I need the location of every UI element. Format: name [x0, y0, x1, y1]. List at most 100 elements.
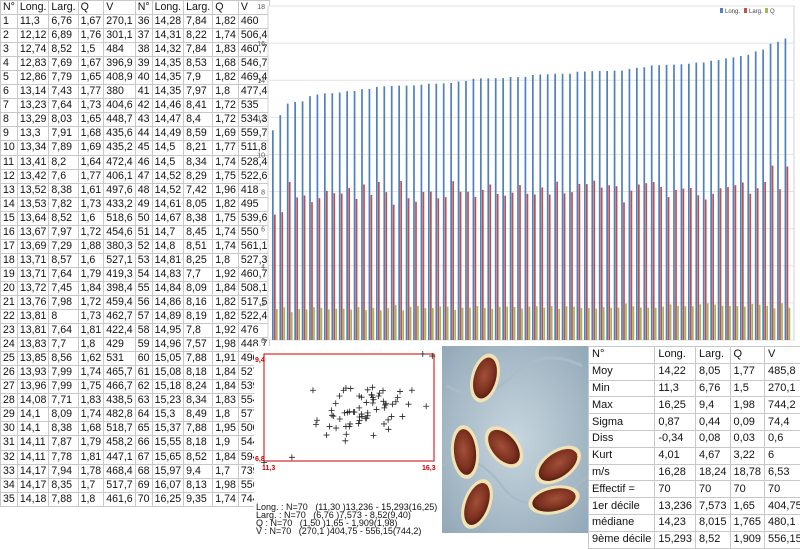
- table-cell: 435,2: [104, 141, 136, 155]
- stats-cell: Effectif =: [589, 481, 655, 498]
- table-cell: 435,6: [104, 127, 136, 141]
- table-cell: 448,7: [104, 113, 136, 127]
- bar-larg: [445, 197, 447, 340]
- stats-cell: 70: [765, 481, 800, 498]
- bar-larg: [564, 193, 566, 340]
- y-min-label: 6,8: [255, 456, 265, 463]
- table-cell: 8,52: [49, 211, 78, 225]
- y-tick-label: 4: [261, 264, 265, 271]
- bar-long: [450, 83, 452, 340]
- table-cell: 482,8: [104, 408, 136, 422]
- bar-larg: [437, 198, 439, 340]
- table-cell: 8,21: [184, 141, 213, 155]
- bar-larg: [660, 187, 662, 340]
- bar-larg: [423, 192, 425, 340]
- table-cell: 61: [135, 366, 152, 380]
- bar-long: [487, 78, 489, 340]
- table-cell: 14,8: [152, 239, 184, 253]
- table-cell: 7,87: [49, 436, 78, 450]
- bar-long: [317, 95, 319, 340]
- bar-q: [781, 303, 783, 340]
- bar-larg: [749, 194, 751, 340]
- bar-larg: [378, 182, 380, 340]
- bar-long: [398, 86, 400, 340]
- bar-q: [499, 307, 501, 340]
- bar-long: [346, 91, 348, 340]
- bar-q: [402, 310, 404, 340]
- table-cell: 15,65: [152, 450, 184, 464]
- table-cell: 1,8: [213, 408, 239, 422]
- table-cell: 12,74: [17, 43, 49, 57]
- table-cell: 65: [135, 422, 152, 436]
- table-cell: 527,1: [104, 253, 136, 267]
- bar-long: [458, 82, 460, 340]
- bar-long: [361, 89, 363, 340]
- table-cell: 465,7: [104, 366, 136, 380]
- table-cell: 15,23: [152, 394, 184, 408]
- bar-larg: [363, 185, 365, 340]
- table-cell: 14,11: [17, 436, 49, 450]
- stats-cell: 9ème décile: [589, 531, 655, 548]
- bar-larg: [653, 182, 655, 340]
- table-cell: 7,99: [49, 380, 78, 394]
- bar-long: [376, 87, 378, 340]
- table-cell: 13,93: [17, 366, 49, 380]
- bar-long: [636, 68, 638, 340]
- bar-q: [350, 310, 352, 340]
- bar-larg: [690, 188, 692, 340]
- stats-cell: 480,1: [765, 514, 800, 531]
- bar-q: [558, 309, 560, 340]
- table-cell: 1,74: [78, 366, 104, 380]
- table-cell: 396,9: [104, 57, 136, 71]
- bar-larg: [705, 200, 707, 340]
- y-tick-label: 8: [261, 190, 265, 197]
- table-cell: 57: [135, 310, 152, 324]
- table-cell: 1,82: [213, 15, 239, 29]
- legend-swatch: [744, 8, 747, 13]
- bar-q: [699, 304, 701, 340]
- bar-larg: [757, 188, 759, 340]
- bar-long: [755, 51, 757, 340]
- bar-q: [573, 307, 575, 340]
- bar-larg: [608, 185, 610, 340]
- stats-cell: Kurt: [589, 447, 655, 464]
- stats-cell: 8,015: [695, 514, 730, 531]
- table-cell: 13,34: [17, 141, 49, 155]
- bar-long: [681, 64, 683, 340]
- table-cell: 13,3: [17, 127, 49, 141]
- table-cell: 1,88: [78, 239, 104, 253]
- stats-cell: 1,909: [730, 531, 765, 548]
- table-cell: 7,71: [49, 394, 78, 408]
- table-cell: 58: [135, 324, 152, 338]
- bar-long: [577, 72, 579, 340]
- column-header: Q: [78, 1, 104, 15]
- table-cell: 8,59: [184, 127, 213, 141]
- table-cell: 398,4: [104, 281, 136, 295]
- stats-cell: 0,44: [695, 414, 730, 431]
- bar-long: [391, 86, 393, 340]
- table-cell: 13,85: [17, 352, 49, 366]
- bar-long: [688, 64, 690, 340]
- table-cell: 14,52: [152, 183, 184, 197]
- table-cell: 28: [1, 394, 18, 408]
- table-cell: 1,83: [213, 43, 239, 57]
- y-max-label: 9,4: [255, 357, 265, 364]
- table-cell: 422,4: [104, 324, 136, 338]
- table-cell: 7,88: [49, 492, 78, 506]
- table-cell: 433,2: [104, 197, 136, 211]
- stats-cell: 4,01: [655, 447, 696, 464]
- bar-larg: [400, 181, 402, 340]
- table-cell: 1,73: [78, 99, 104, 113]
- table-cell: 14,83: [152, 267, 184, 281]
- table-cell: 1,84: [78, 281, 104, 295]
